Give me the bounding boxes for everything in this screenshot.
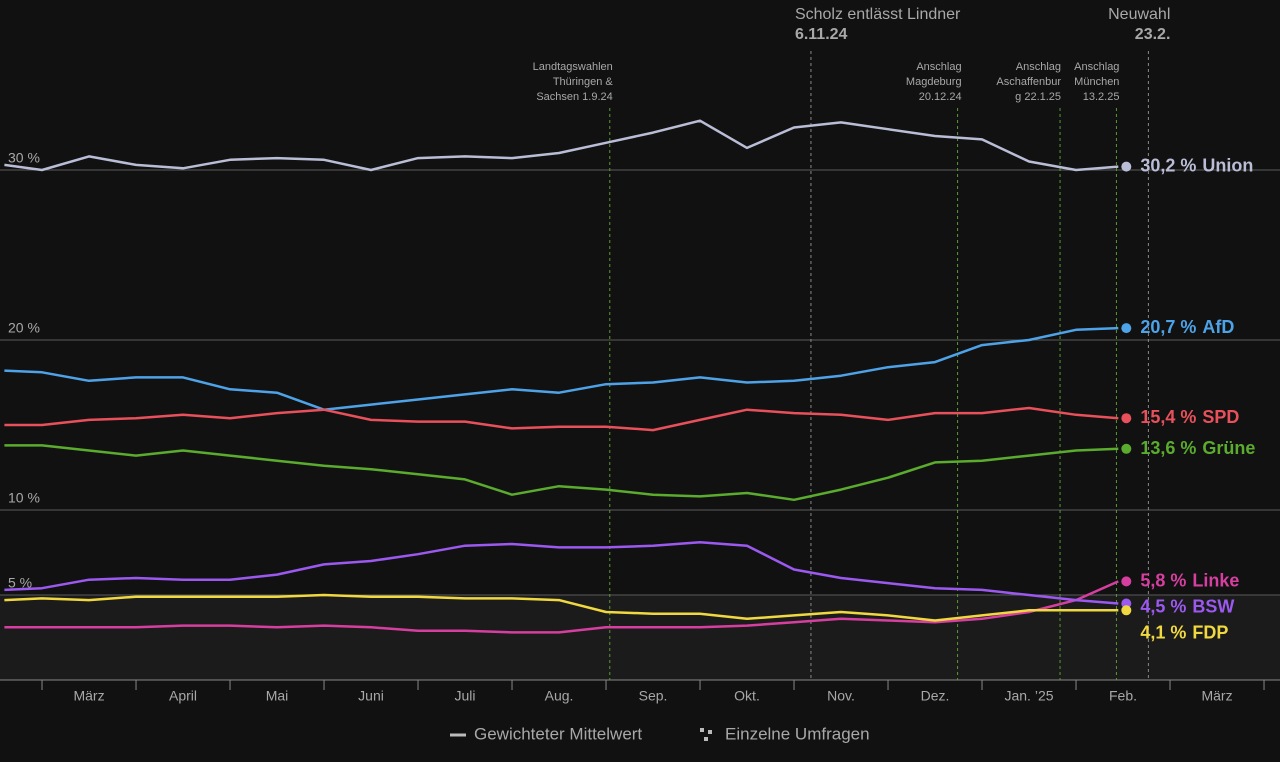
- y-tick-label: 20 %: [8, 320, 40, 336]
- event-label: 23.2.: [1135, 26, 1171, 43]
- y-tick-label: 5 %: [8, 575, 32, 591]
- end-dot: [1121, 161, 1132, 172]
- event-label: Neuwahl: [1108, 6, 1170, 23]
- end-dot: [1121, 576, 1132, 587]
- x-tick-label: März: [1201, 688, 1232, 704]
- end-value: 4,5 %: [1140, 596, 1186, 616]
- end-value: 5,8 %: [1140, 570, 1186, 590]
- legend: Gewichteter Mittelwert Einzelne Umfragen: [450, 724, 870, 743]
- legend-label: Einzelne Umfragen: [725, 724, 870, 743]
- event-label: Thüringen &: [553, 76, 614, 88]
- end-label: 30,2 % Union: [1140, 155, 1253, 175]
- end-value: 15,4 %: [1140, 407, 1196, 427]
- x-tick-label: Dez.: [921, 688, 950, 704]
- x-tick-label: Feb.: [1109, 688, 1137, 704]
- end-dot: [1121, 605, 1132, 616]
- series-name: FDP: [1192, 622, 1228, 642]
- series-line: [4, 406, 1119, 432]
- x-tick-label: Aug.: [545, 688, 574, 704]
- event-label: Anschlag: [916, 61, 961, 73]
- x-tick-label: Nov.: [827, 688, 855, 704]
- series-name: Linke: [1192, 570, 1239, 590]
- x-tick-label: April: [169, 688, 197, 704]
- end-value: 13,6 %: [1140, 438, 1196, 458]
- end-value: 20,7 %: [1140, 317, 1196, 337]
- event-label: 20.12.24: [919, 91, 962, 103]
- x-tick-label: Mai: [266, 688, 289, 704]
- end-label: 20,7 % AfD: [1140, 317, 1234, 337]
- y-tick-label: 30 %: [8, 150, 40, 166]
- end-dot: [1121, 413, 1132, 424]
- series-name: SPD: [1202, 407, 1239, 427]
- end-dot: [1121, 323, 1132, 334]
- series-line: [4, 444, 1119, 502]
- legend-label: Gewichteter Mittelwert: [474, 724, 642, 743]
- event-label: Sachsen 1.9.24: [536, 91, 612, 103]
- event-label: Aschaffenbur: [996, 76, 1061, 88]
- legend-dots-icon: [700, 728, 712, 741]
- event-label: g 22.1.25: [1015, 91, 1061, 103]
- series-line: [4, 119, 1119, 172]
- event-label: Magdeburg: [906, 76, 962, 88]
- end-label: 4,5 % BSW: [1140, 596, 1234, 616]
- event-label: Landtagswahlen: [533, 61, 613, 73]
- series-name: BSW: [1192, 596, 1234, 616]
- end-value: 4,1 %: [1140, 622, 1186, 642]
- x-tick-label: März: [73, 688, 104, 704]
- event-label: Anschlag: [1074, 61, 1119, 73]
- y-tick-label: 10 %: [8, 490, 40, 506]
- series-line: [4, 593, 1119, 622]
- event-label: Scholz entlässt Lindner: [795, 6, 961, 23]
- series-line: [4, 326, 1119, 411]
- series-name: AfD: [1202, 317, 1234, 337]
- series-line: [4, 580, 1119, 634]
- end-value: 30,2 %: [1140, 155, 1196, 175]
- series-name: Union: [1202, 155, 1253, 175]
- series-name: Grüne: [1202, 438, 1255, 458]
- x-tick-label: Juni: [358, 688, 384, 704]
- end-label: 5,8 % Linke: [1140, 570, 1239, 590]
- x-tick-label: Jan. ’25: [1004, 688, 1053, 704]
- series-line: [4, 541, 1119, 605]
- x-tick-label: Okt.: [734, 688, 760, 704]
- end-label: 15,4 % SPD: [1140, 407, 1239, 427]
- threshold-band: [0, 595, 1280, 680]
- event-label: München: [1074, 76, 1119, 88]
- event-label: 13.2.25: [1083, 91, 1120, 103]
- x-tick-label: Sep.: [639, 688, 668, 704]
- event-label: 6.11.24: [795, 26, 848, 43]
- end-dot: [1121, 443, 1132, 454]
- end-label: 13,6 % Grüne: [1140, 438, 1255, 458]
- event-label: Anschlag: [1016, 61, 1061, 73]
- end-label: 4,1 % FDP: [1140, 622, 1228, 642]
- x-tick-label: Juli: [455, 688, 476, 704]
